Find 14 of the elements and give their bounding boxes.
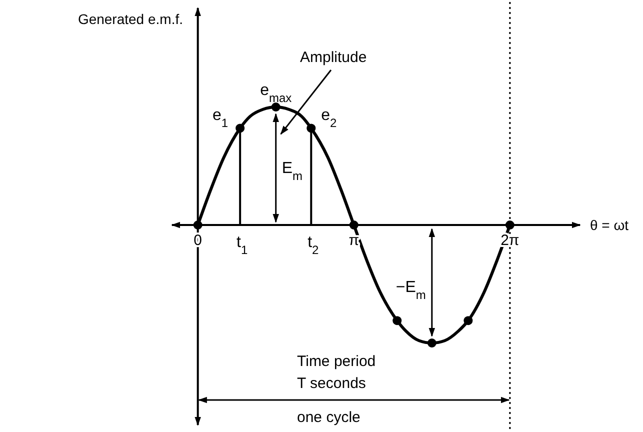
text: Amplitude: [300, 49, 367, 66]
annotation: e$_{max}$: [260, 82, 292, 105]
text: T seconds: [297, 375, 366, 392]
annotation: −E$_{m}$: [396, 279, 426, 302]
annotation: t$_{1}$: [236, 234, 248, 257]
annotation: E$_{m}$: [282, 160, 303, 183]
annotation: t$_{2}$: [308, 234, 320, 257]
text: Generated e.m.f.: [78, 11, 183, 27]
annotation: e$_{2}$: [321, 107, 338, 130]
annotation: e$_{1}$: [212, 107, 228, 130]
x-axis-title: θ = ωt: [590, 217, 629, 233]
text: Time period: [297, 353, 376, 370]
text: one cycle: [297, 409, 360, 426]
x-tick-label: π: [348, 232, 360, 249]
